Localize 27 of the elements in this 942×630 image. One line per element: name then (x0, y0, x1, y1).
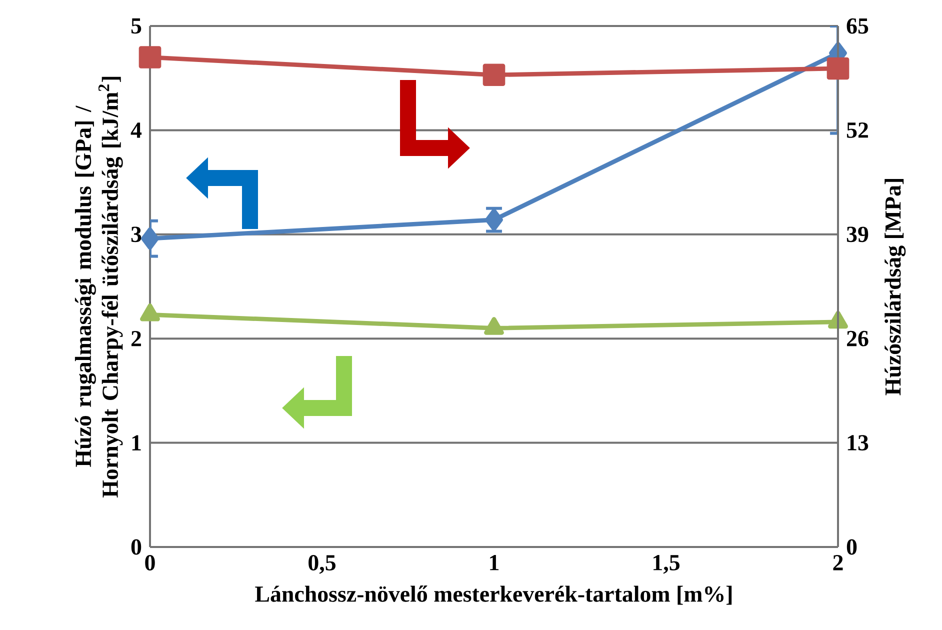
point (482, 64, 506, 86)
point (826, 57, 850, 80)
x-tick-label: 1 (490, 555, 499, 570)
y2-tick-label: 65 (846, 18, 868, 34)
y2-axis-title: Húzószilárdság [MPa] (884, 179, 906, 396)
y-tick-label: 5 (131, 18, 142, 34)
x-tick-label: 1,5 (654, 555, 680, 574)
point (138, 46, 162, 68)
y-tick-label: 2 (131, 331, 141, 346)
y2-tick-label: 52 (846, 122, 868, 138)
x-tick-label: 2 (833, 555, 843, 570)
x-tick-label: 0,5 (308, 555, 336, 574)
point (828, 310, 848, 329)
y2-tick-label: 13 (848, 435, 868, 450)
y2-tick-label: 0 (846, 539, 857, 555)
point (140, 303, 160, 322)
x-tick-label: 0 (145, 555, 155, 570)
y2-tick-label: 26 (847, 330, 868, 346)
point (484, 317, 504, 335)
y-tick-label: 4 (130, 122, 142, 138)
y-tick-label: 0 (131, 539, 142, 555)
x-axis-title: Lánchossz-növelő mesterkeverék-tartalom [m%] (255, 585, 732, 605)
point (141, 227, 159, 250)
y2-tick-label: 39 (846, 226, 868, 242)
y-axis-title: Húzó rugalmassági modulus [GPa] / Hornyolt Charpy-fél ütőszilárdság [kJ/m$^{2}$] (74, 76, 123, 498)
y-tick-label: 1 (132, 435, 141, 450)
y-tick-label: 3 (131, 226, 142, 242)
